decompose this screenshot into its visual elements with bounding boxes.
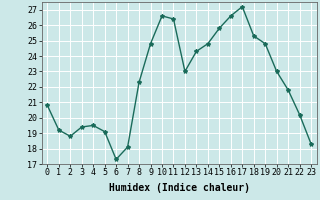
X-axis label: Humidex (Indice chaleur): Humidex (Indice chaleur)	[109, 183, 250, 193]
